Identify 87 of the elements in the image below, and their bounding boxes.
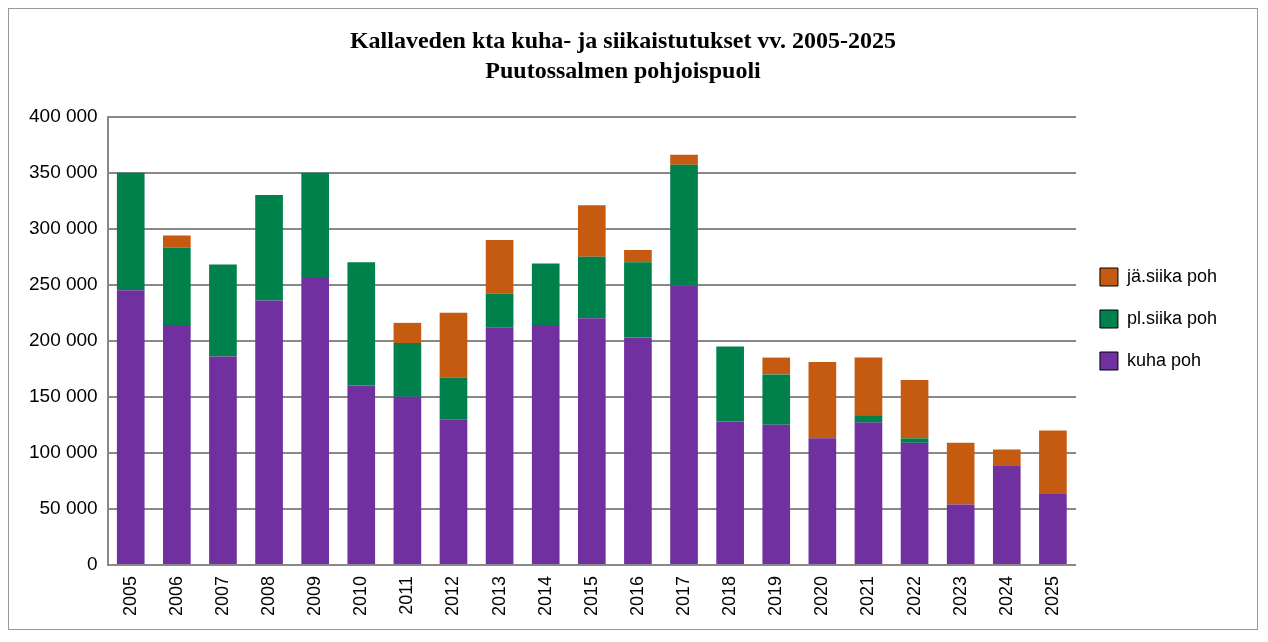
bar [992, 465, 1021, 564]
x-tick-label: 2013 [488, 575, 509, 616]
bar [439, 377, 468, 420]
x-tick-label: 2024 [995, 575, 1016, 616]
bar [439, 312, 468, 378]
bar [1039, 493, 1067, 564]
bar [854, 422, 883, 564]
y-tick-label: 150 000 [28, 385, 98, 407]
bar [255, 195, 283, 301]
bar [946, 442, 975, 505]
bar [716, 346, 744, 422]
bar [992, 449, 1021, 466]
bar [1039, 430, 1067, 494]
bar [393, 322, 422, 344]
chart-subtitle: Puutossalmen pohjoispuoli [485, 57, 762, 84]
x-tick-label: 2012 [442, 575, 463, 616]
bar [116, 290, 145, 564]
x-tick-label: 2015 [580, 575, 601, 616]
bar [301, 172, 329, 279]
bar [854, 415, 883, 423]
bar [670, 285, 698, 564]
x-tick-label: 2005 [119, 575, 140, 616]
bar [163, 325, 191, 564]
legend-label: jä.siika poh [1125, 265, 1218, 286]
bar [393, 396, 422, 564]
bar [301, 278, 329, 564]
bar [808, 438, 837, 564]
bar [900, 442, 929, 564]
y-tick-label: 400 000 [28, 104, 98, 126]
x-tick-label: 2023 [949, 575, 970, 616]
bar [762, 357, 791, 375]
x-tick-label: 2017 [673, 575, 693, 616]
bar [347, 262, 376, 386]
bar [485, 293, 514, 328]
x-tick-label: 2010 [350, 575, 371, 616]
bar [762, 424, 791, 564]
bar [670, 154, 698, 165]
y-tick-label: 300 000 [28, 216, 98, 238]
bar [900, 380, 929, 439]
bar [577, 318, 606, 564]
x-tick-label: 2018 [719, 575, 740, 616]
bar [209, 356, 237, 564]
x-tick-label: 2022 [903, 575, 924, 616]
bar [531, 263, 560, 326]
bar [347, 385, 376, 564]
bar [624, 337, 652, 564]
y-tick-label: 350 000 [28, 160, 98, 182]
x-tick-label: 2008 [258, 575, 279, 616]
bar [531, 325, 560, 564]
bar [255, 300, 283, 564]
y-tick-label: 50 000 [39, 497, 98, 519]
bar [209, 264, 237, 357]
bar [808, 362, 837, 439]
x-tick-label: 2007 [211, 575, 232, 616]
bar [577, 205, 606, 257]
x-tick-label: 2011 [396, 575, 417, 615]
x-tick-label: 2016 [626, 575, 647, 616]
bar [900, 438, 929, 443]
x-tick-label: 2009 [304, 575, 325, 616]
bar [670, 164, 698, 286]
bar [485, 327, 514, 564]
x-tick-label: 2020 [811, 575, 832, 616]
bar [439, 419, 468, 564]
y-tick-label: 200 000 [28, 329, 98, 351]
bar [116, 172, 145, 291]
bar [624, 249, 652, 263]
y-tick-label: 250 000 [28, 272, 98, 294]
x-tick-label: 2014 [534, 575, 555, 616]
legend-label: pl.siika poh [1126, 307, 1218, 328]
x-tick-label: 2019 [765, 575, 786, 616]
x-tick-label: 2006 [165, 575, 186, 616]
y-tick-label: 100 000 [28, 441, 98, 463]
chart-title: Kallaveden kta kuha- ja siikaistutukset vv. 2005-2025 [349, 26, 897, 53]
bar [163, 235, 191, 248]
legend-label: kuha poh [1126, 349, 1202, 370]
bar [624, 262, 652, 338]
bar [393, 343, 422, 397]
bar [762, 374, 791, 425]
bar [485, 239, 514, 294]
y-tick-label: 0 [87, 553, 98, 575]
bar [716, 421, 744, 564]
bar [854, 357, 883, 416]
bar [577, 256, 606, 319]
bar [946, 504, 975, 564]
x-tick-label: 2025 [1041, 575, 1062, 616]
x-tick-label: 2021 [857, 575, 878, 616]
bar [163, 247, 191, 326]
